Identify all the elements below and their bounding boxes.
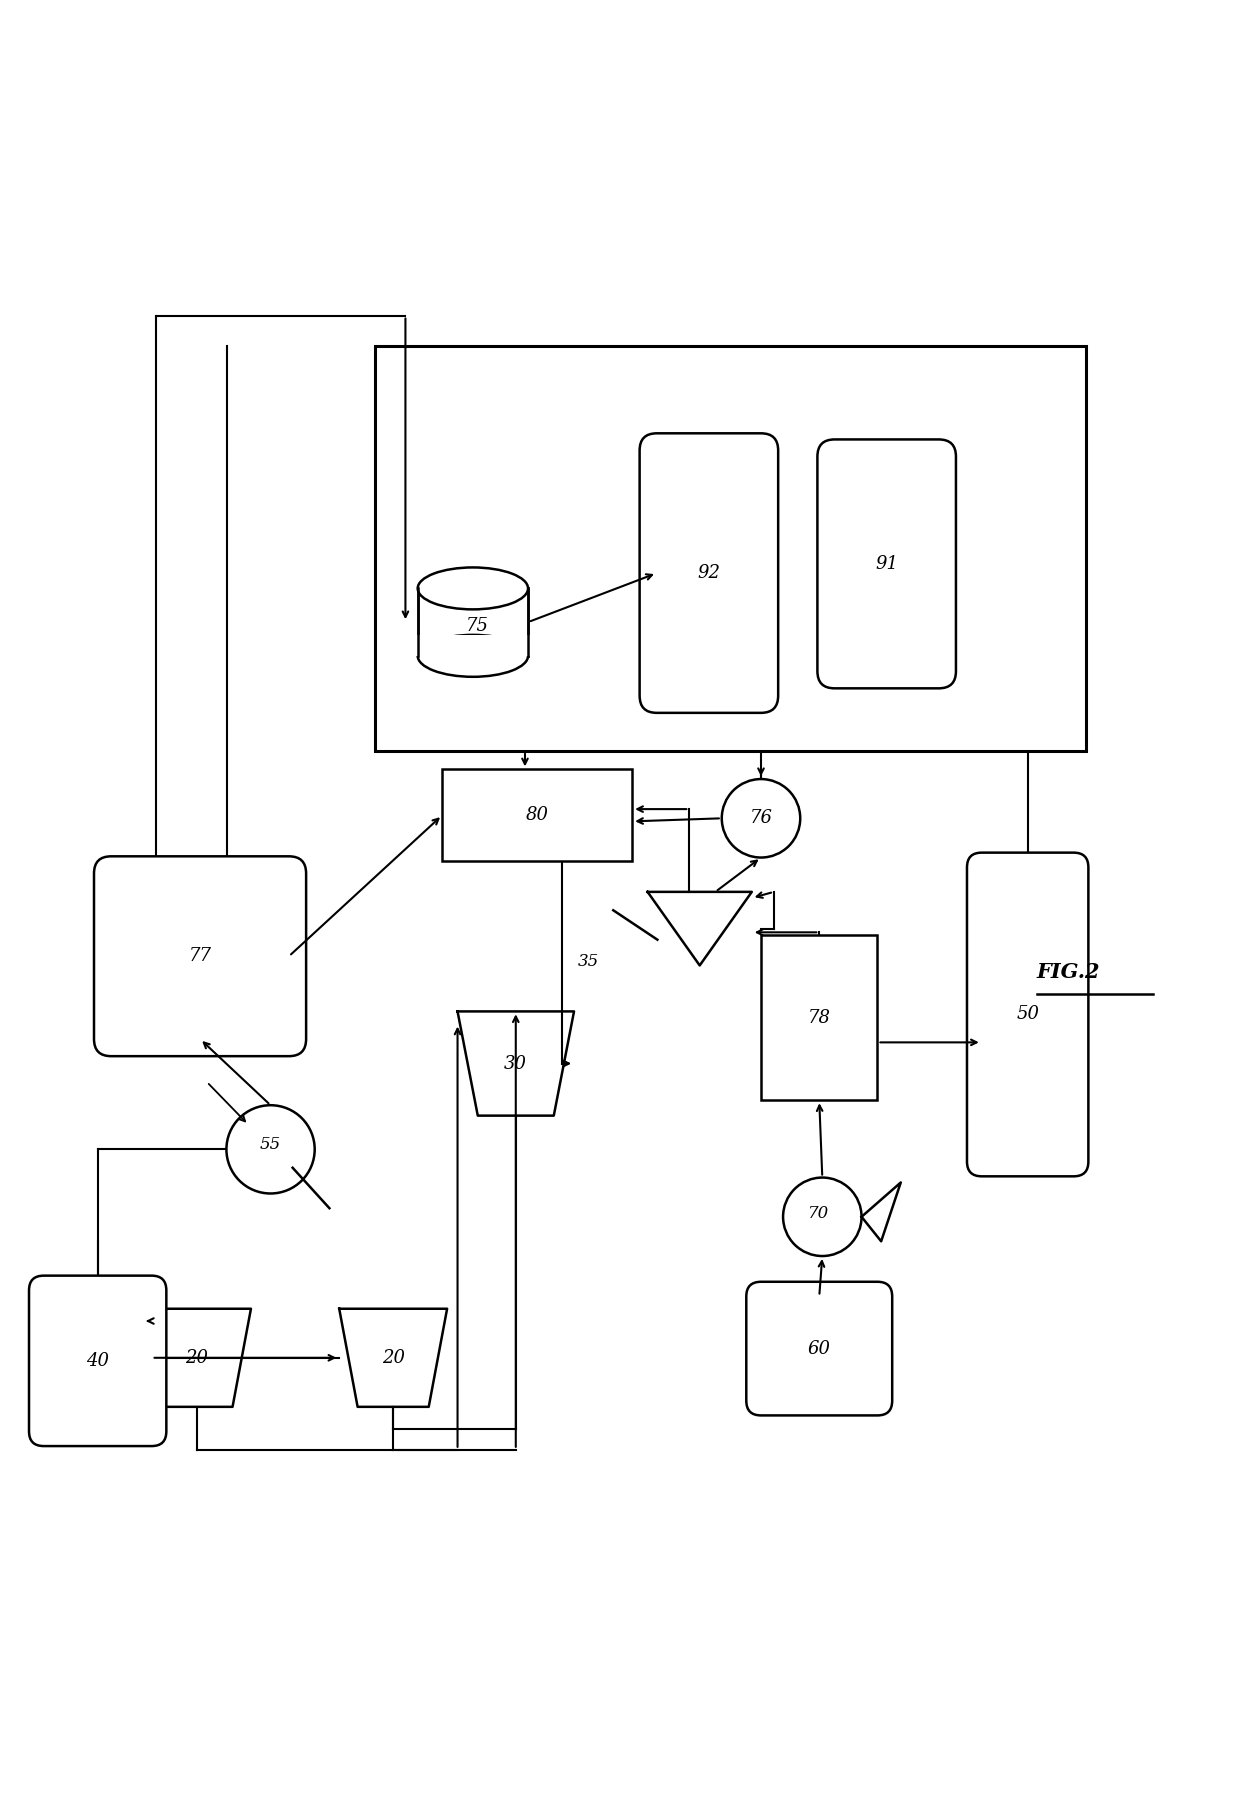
Text: 20: 20 [186, 1349, 208, 1367]
FancyBboxPatch shape [746, 1282, 893, 1415]
Text: 40: 40 [86, 1352, 109, 1370]
Ellipse shape [418, 634, 528, 677]
Bar [374, 347, 1086, 751]
FancyBboxPatch shape [817, 440, 956, 688]
Text: 75: 75 [466, 616, 490, 634]
Text: 60: 60 [807, 1340, 831, 1358]
Text: 35: 35 [578, 954, 599, 970]
FancyBboxPatch shape [967, 853, 1089, 1176]
FancyBboxPatch shape [94, 857, 306, 1056]
FancyBboxPatch shape [29, 1275, 166, 1446]
Text: 80: 80 [526, 806, 549, 824]
Text: 77: 77 [188, 946, 212, 964]
Bar [761, 934, 878, 1101]
Text: 70: 70 [808, 1205, 830, 1221]
Ellipse shape [418, 568, 528, 609]
Text: 30: 30 [505, 1054, 527, 1072]
Text: 92: 92 [697, 564, 720, 582]
Text: 91: 91 [875, 555, 898, 573]
Bar [418, 589, 528, 656]
Text: 78: 78 [807, 1009, 831, 1027]
Bar [443, 769, 632, 862]
Text: 50: 50 [1017, 1006, 1039, 1024]
Circle shape [784, 1178, 862, 1255]
Text: FIG.2: FIG.2 [1037, 961, 1100, 982]
Text: 76: 76 [749, 810, 773, 828]
Text: 55: 55 [260, 1135, 281, 1153]
FancyBboxPatch shape [640, 433, 779, 713]
Circle shape [722, 779, 800, 857]
Circle shape [227, 1105, 315, 1194]
Bar [414, 634, 532, 656]
Text: 20: 20 [382, 1349, 404, 1367]
